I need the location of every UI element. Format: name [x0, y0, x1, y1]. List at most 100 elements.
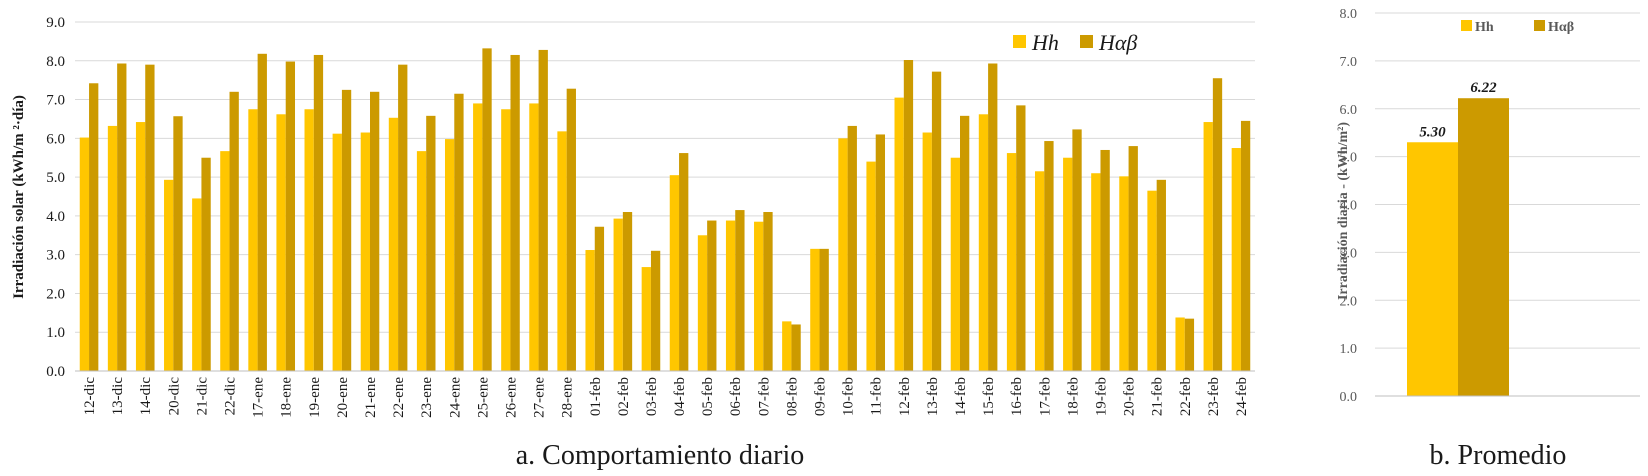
- y-tick-label: 8.0: [46, 54, 65, 70]
- bar-hh: [838, 138, 848, 371]
- bar-hh: [332, 133, 342, 371]
- x-tick-label: 07-feb: [756, 377, 772, 416]
- bar-hh: [585, 250, 595, 371]
- bar-hh: [697, 235, 708, 371]
- bar-hab: [819, 248, 829, 371]
- legend-label-hab-b: Hαβ: [1548, 20, 1574, 35]
- x-tick-label: 24-ene: [447, 377, 463, 418]
- y-tick-label: 3.0: [46, 248, 65, 264]
- bar-hh: [950, 157, 960, 371]
- bar-hh: [1006, 153, 1017, 371]
- x-tick-label: 11-feb: [869, 377, 885, 416]
- bar-hh: [1063, 157, 1073, 371]
- x-tick-label: 22-dic: [223, 377, 239, 416]
- bar-hh: [107, 125, 118, 372]
- x-tick-label: 21-ene: [363, 377, 379, 418]
- bar-hh: [304, 109, 314, 371]
- bar-hab: [903, 60, 914, 371]
- bar-hh: [725, 220, 736, 371]
- bar-hh: [613, 218, 623, 371]
- x-tick-label: 18-ene: [279, 377, 295, 418]
- x-tick-label: 22-feb: [1178, 377, 1194, 416]
- data-label-hh: 5.30: [1419, 124, 1446, 140]
- bar-hh: [164, 179, 174, 371]
- y-tick-label: 0.0: [46, 364, 65, 380]
- bar-hab: [847, 125, 857, 372]
- x-tick-label: 05-feb: [700, 377, 716, 416]
- bar-hab: [1100, 149, 1110, 371]
- bar-hab: [988, 63, 998, 372]
- y-tick-label: 7.0: [46, 93, 65, 109]
- y-tick-label: 7.0: [1340, 55, 1358, 70]
- bar-hh: [641, 267, 651, 371]
- x-tick-label: 21-feb: [1150, 377, 1166, 416]
- chart-b-y-ticks: 0.0 1.0 2.0 3.0 4.0 5.0 6.0 7.0 8.0: [1340, 7, 1358, 405]
- bar-hab: [398, 64, 408, 372]
- bar-hh: [1034, 171, 1045, 371]
- bar-hab: [650, 250, 661, 371]
- x-tick-label: 15-feb: [981, 377, 997, 416]
- bar-hh: [754, 221, 764, 371]
- chart-a-gridlines: [75, 21, 1255, 372]
- bar-hab: [1016, 105, 1026, 371]
- bar-hh: [529, 103, 539, 371]
- y-tick-label: 4.0: [1340, 199, 1358, 214]
- bar-hh: [557, 131, 567, 371]
- bar-hh: [810, 248, 820, 371]
- bar-hh: [1091, 173, 1101, 371]
- bar-hh: [220, 151, 230, 371]
- x-tick-label: 13-dic: [110, 377, 126, 416]
- x-tick-label: 20-ene: [335, 377, 351, 418]
- bar-hab: [622, 212, 633, 371]
- x-tick-label: 26-ene: [503, 377, 519, 418]
- bar-hab: [201, 157, 211, 371]
- bar-hab: [1240, 120, 1251, 371]
- x-tick-label: 18-feb: [1065, 377, 1081, 416]
- x-tick-label: 06-feb: [728, 377, 744, 416]
- bar-hab: [285, 61, 296, 371]
- legend-label-hab: Hαβ: [1098, 30, 1137, 55]
- legend-swatch-hab-b: [1534, 20, 1545, 31]
- bar-hh: [782, 321, 792, 371]
- x-tick-label: 03-feb: [644, 377, 660, 416]
- x-tick-label: 01-feb: [588, 377, 604, 416]
- y-tick-label: 2.0: [1340, 294, 1358, 309]
- bar-hh: [248, 109, 258, 371]
- x-tick-label: 12-feb: [897, 377, 913, 416]
- x-tick-label: 20-dic: [166, 377, 182, 416]
- bar-hh: [276, 114, 286, 372]
- y-tick-label: 5.0: [1340, 151, 1358, 166]
- bar-hh: [1203, 122, 1213, 372]
- caption-a: a. Comportamiento diario: [516, 440, 805, 471]
- bar-hh: [388, 117, 399, 371]
- bar-hab: [454, 93, 464, 371]
- x-tick-label: 19-ene: [307, 377, 323, 418]
- legend-swatch-hh: [1013, 35, 1026, 48]
- bar-hab: [370, 91, 380, 372]
- x-tick-label: 04-feb: [672, 377, 688, 416]
- bar-hh: [135, 122, 146, 372]
- chart-a-legend: Hh Hαβ: [1013, 30, 1137, 55]
- x-tick-label: 14-dic: [138, 377, 154, 416]
- y-tick-label: 4.0: [46, 209, 65, 225]
- bar-hab: [763, 212, 773, 371]
- bar-hab: [313, 54, 324, 371]
- data-label-hab: 6.22: [1470, 80, 1497, 96]
- chart-b-y-axis-label: Irradiación diaria - (kWh/m²): [1336, 122, 1351, 300]
- legend-label-hh: Hh: [1031, 30, 1059, 55]
- bar-hab: [594, 226, 605, 371]
- legend-swatch-hab: [1080, 35, 1093, 48]
- bar-hab: [931, 71, 942, 371]
- x-tick-label: 17-feb: [1037, 377, 1053, 416]
- bar-hab: [707, 220, 717, 371]
- bar-hab: [1156, 179, 1166, 371]
- x-tick-label: 08-feb: [784, 377, 800, 416]
- y-tick-label: 5.0: [46, 170, 65, 186]
- bar-avg-hab: [1458, 98, 1509, 396]
- x-tick-label: 16-feb: [1009, 377, 1025, 416]
- x-tick-label: 22-ene: [391, 377, 407, 418]
- chart-a-y-ticks: 0.0 1.0 2.0 3.0 4.0 5.0 6.0 7.0 8.0 9.0: [46, 15, 65, 380]
- x-tick-label: 19-feb: [1093, 377, 1109, 416]
